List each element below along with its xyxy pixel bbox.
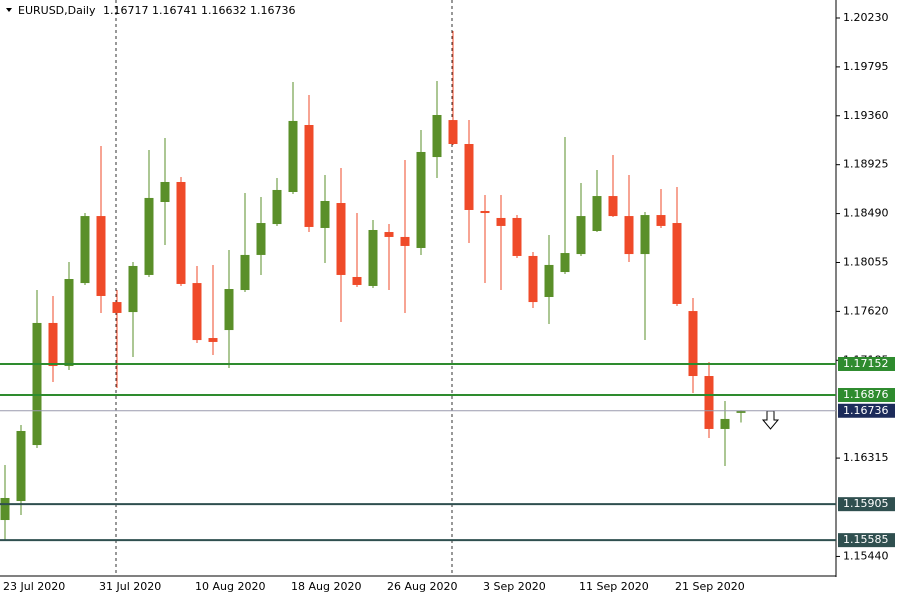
candle-body: [608, 196, 618, 217]
y-tick-label: 1.20230: [843, 11, 889, 24]
level-label: 1.16876: [843, 388, 889, 401]
x-tick-label: 26 Aug 2020: [387, 580, 457, 593]
price-label: 1.16736: [843, 404, 889, 417]
candle-body: [624, 216, 634, 255]
level-label: 1.17152: [843, 357, 889, 370]
level-badge: [838, 388, 895, 403]
candle-body: [736, 410, 746, 413]
candle-body: [224, 289, 234, 331]
y-tick-label: 1.19795: [843, 60, 889, 73]
price-badge: [838, 403, 895, 418]
candle-body: [96, 216, 106, 296]
candle-body: [496, 217, 506, 226]
candle-body: [304, 125, 314, 227]
candle-body: [656, 215, 666, 226]
candle-body: [592, 196, 602, 232]
y-tick-label: 1.19360: [843, 109, 889, 122]
y-tick-label: 1.18925: [843, 158, 889, 171]
ohlc-open: 1.16717: [103, 4, 149, 17]
candle-body: [192, 283, 202, 341]
x-tick-label: 3 Sep 2020: [483, 580, 546, 593]
candle-body: [128, 265, 138, 313]
x-tick-label: 23 Jul 2020: [3, 580, 65, 593]
candle-body: [352, 276, 362, 285]
candle-body: [64, 279, 74, 367]
candle-body: [368, 229, 378, 286]
candle-body: [640, 215, 650, 255]
candle-body: [464, 144, 474, 210]
candle-body: [576, 216, 586, 255]
x-tick-label: 11 Sep 2020: [579, 580, 649, 593]
ohlc-close: 1.16736: [250, 4, 296, 17]
candle-body: [704, 376, 714, 429]
level-label: 1.15905: [843, 497, 889, 510]
y-tick-label: 1.16315: [843, 451, 889, 464]
candle-body: [528, 255, 538, 303]
candle-body: [176, 181, 186, 284]
candle-body: [0, 497, 10, 521]
y-tick-label: 1.17620: [843, 304, 889, 317]
candle-body: [384, 232, 394, 237]
x-tick-label: 21 Sep 2020: [675, 580, 745, 593]
menu-triangle[interactable]: [6, 8, 12, 12]
y-tick-label: 1.18055: [843, 255, 889, 268]
level-badge: [838, 356, 895, 371]
y-tick-label: 1.15440: [843, 549, 889, 562]
candle-body: [400, 236, 410, 246]
candle-body: [144, 197, 154, 275]
candle-body: [432, 114, 442, 158]
candle-body: [256, 223, 266, 255]
candle-body: [32, 322, 42, 446]
candle-body: [240, 254, 250, 291]
level-badge: [838, 533, 895, 548]
ohlc-low: 1.16632: [201, 4, 247, 17]
x-tick-label: 31 Jul 2020: [99, 580, 161, 593]
plot-area: [0, 31, 746, 541]
candle-body: [480, 210, 490, 214]
ohlc-high: 1.16741: [152, 4, 198, 17]
candle-body: [320, 200, 330, 228]
level-label: 1.15585: [843, 533, 889, 546]
candle-body: [416, 151, 426, 248]
sell-arrow: [761, 410, 780, 430]
candle-body: [80, 216, 90, 284]
candle-body: [112, 302, 122, 313]
candle-body: [160, 181, 170, 203]
candle-body: [288, 120, 298, 192]
candle-body: [48, 322, 58, 367]
candle-body: [16, 430, 26, 502]
level-badge: [838, 497, 895, 512]
candle-body: [272, 189, 282, 225]
candle-body: [208, 338, 218, 342]
candle-body: [336, 203, 346, 275]
candle-body: [688, 311, 698, 377]
y-tick-label: 1.18490: [843, 207, 889, 220]
candle-body: [544, 264, 554, 297]
candle-body: [512, 217, 522, 256]
symbol: EURUSD,Daily: [18, 4, 96, 17]
x-tick-label: 10 Aug 2020: [195, 580, 265, 593]
x-tick-label: 18 Aug 2020: [291, 580, 361, 593]
candle-body: [720, 418, 730, 429]
candle-body: [560, 253, 570, 273]
candle-body: [672, 223, 682, 304]
candle-body: [448, 120, 458, 144]
